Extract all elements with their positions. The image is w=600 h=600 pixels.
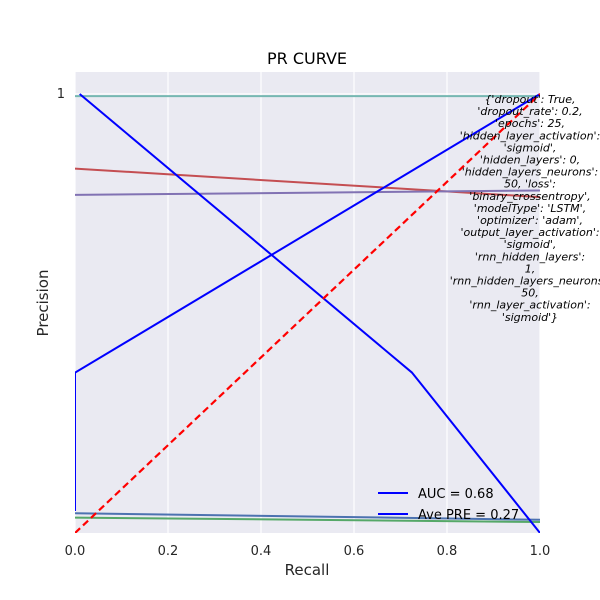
annotation-line: 'binary_crossentropy', [469, 190, 590, 203]
y-axis-label: Precision [34, 270, 52, 337]
annotation-line: 50, [521, 287, 539, 300]
series-line [75, 93, 540, 511]
annotation-line: 'hidden_layers': 0, [480, 154, 580, 167]
series-line [75, 167, 540, 199]
x-axis-label: Recall [285, 561, 330, 579]
annotation-line: 50, 'loss': [504, 178, 556, 191]
hyperparameter-annotation: {'dropout': True,'dropout_rate': 0.2,'ep… [450, 93, 600, 324]
plot-area [75, 72, 540, 533]
annotation-line: 'rnn_hidden_layers': [475, 250, 585, 263]
annotation-line: 'rnn_hidden_layers_neurons': [450, 275, 600, 288]
y-tick-labels: 1 [57, 87, 65, 102]
x-tick-label: 0.6 [344, 544, 365, 559]
annotation-line: 'rnn_layer_activation': [469, 299, 590, 312]
series-line [75, 512, 540, 521]
annotation-line: 'hidden_layer_activation': [460, 129, 600, 142]
x-tick-label: 0.0 [65, 544, 86, 559]
series-line [75, 93, 540, 533]
annotation-line: {'dropout': True, [484, 93, 575, 106]
series-line [75, 516, 540, 523]
annotation-line: 'dropout_rate': 0.2, [477, 105, 582, 118]
legend-label: Ave PRE = 0.27 [418, 508, 519, 523]
annotation-line: 'sigmoid'} [502, 311, 558, 324]
annotation-line: 'modelType': 'LSTM', [474, 202, 586, 215]
annotation-line: 'hidden_layers_neurons': [462, 166, 598, 179]
x-tick-label: 0.8 [437, 544, 458, 559]
legend-label: AUC = 0.68 [418, 487, 494, 502]
chart-title: PR CURVE [267, 49, 347, 68]
x-tick-label: 1.0 [530, 544, 551, 559]
x-tick-label: 0.4 [251, 544, 272, 559]
legend: AUC = 0.68 Ave PRE = 0.27 [378, 487, 519, 523]
x-tick-labels: 0.0 0.2 0.4 0.6 0.8 1.0 [65, 544, 551, 559]
grid [74, 72, 541, 533]
series-line [75, 189, 540, 196]
series-line [79, 93, 540, 533]
series-group [75, 93, 540, 533]
annotation-line: 'sigmoid', [504, 238, 557, 251]
annotation-line: 'optimizer': 'adam', [477, 214, 583, 227]
y-tick-label: 1 [57, 87, 65, 102]
x-tick-label: 0.2 [158, 544, 179, 559]
annotation-line: 1, [525, 262, 536, 275]
annotation-line: 'sigmoid', [504, 141, 557, 154]
annotation-line: 'output_layer_activation': [460, 226, 599, 239]
annotation-line: 'epochs': 25, [495, 117, 565, 130]
